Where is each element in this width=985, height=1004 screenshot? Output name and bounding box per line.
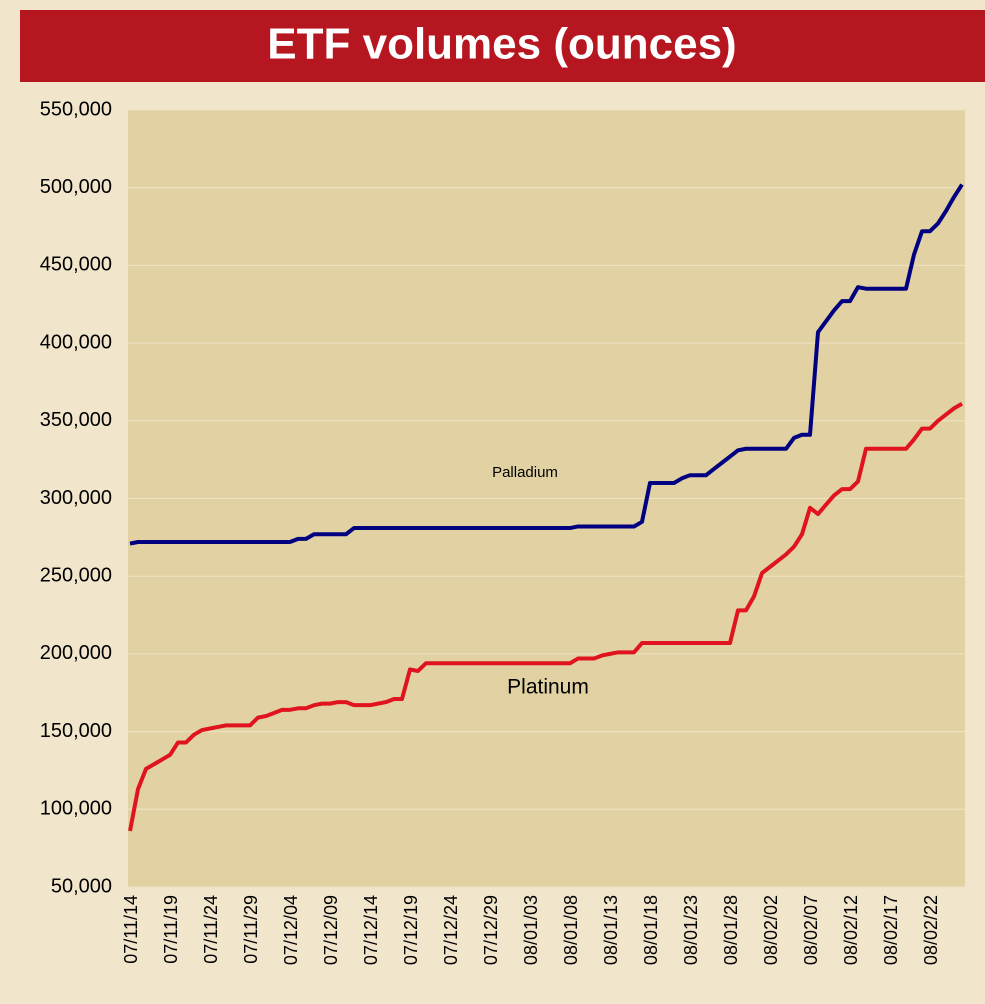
x-tick-label: 08/01/23 bbox=[681, 895, 701, 965]
x-tick-label: 07/12/24 bbox=[441, 895, 461, 965]
x-tick-label: 08/01/18 bbox=[641, 895, 661, 965]
y-tick-label: 100,000 bbox=[40, 798, 112, 820]
y-tick-label: 400,000 bbox=[40, 331, 112, 353]
series-annotation: Palladium bbox=[492, 464, 558, 481]
x-tick-label: 07/11/14 bbox=[121, 895, 141, 964]
y-tick-label: 500,000 bbox=[40, 176, 112, 198]
x-tick-label: 08/02/17 bbox=[881, 895, 901, 965]
x-tick-label: 08/02/02 bbox=[761, 895, 781, 965]
y-tick-label: 150,000 bbox=[40, 720, 112, 742]
x-tick-label: 07/11/29 bbox=[241, 895, 261, 964]
series-line bbox=[128, 401, 964, 832]
x-tick-label: 07/12/19 bbox=[401, 895, 421, 965]
x-tick-label: 08/01/13 bbox=[601, 895, 621, 965]
x-tick-label: 08/02/12 bbox=[841, 895, 861, 965]
x-tick-label: 07/12/29 bbox=[481, 895, 501, 965]
series-line bbox=[129, 183, 964, 546]
y-tick-label: 250,000 bbox=[40, 564, 112, 586]
x-tick-label: 08/02/07 bbox=[801, 895, 821, 965]
chart-title: ETF volumes (ounces) bbox=[267, 20, 736, 69]
y-tick-label: 550,000 bbox=[40, 98, 112, 120]
series-annotation: Platinum bbox=[507, 676, 589, 699]
y-tick-label: 350,000 bbox=[40, 409, 112, 431]
title-bar bbox=[20, 10, 985, 82]
x-tick-label: 08/01/28 bbox=[721, 895, 741, 965]
x-tick-label: 07/12/04 bbox=[281, 895, 301, 965]
x-tick-label: 07/11/24 bbox=[201, 895, 221, 964]
x-tick-label: 08/01/08 bbox=[561, 895, 581, 965]
y-tick-label: 50,000 bbox=[51, 875, 112, 897]
x-tick-label: 07/12/14 bbox=[361, 895, 381, 965]
x-tick-label: 07/12/09 bbox=[321, 895, 341, 965]
y-tick-label: 200,000 bbox=[40, 642, 112, 664]
x-tick-label: 08/01/03 bbox=[521, 895, 541, 965]
y-tick-label: 300,000 bbox=[40, 487, 112, 509]
x-tick-label: 08/02/22 bbox=[921, 895, 941, 965]
x-tick-label: 07/11/19 bbox=[161, 895, 181, 964]
y-tick-label: 450,000 bbox=[40, 254, 112, 276]
